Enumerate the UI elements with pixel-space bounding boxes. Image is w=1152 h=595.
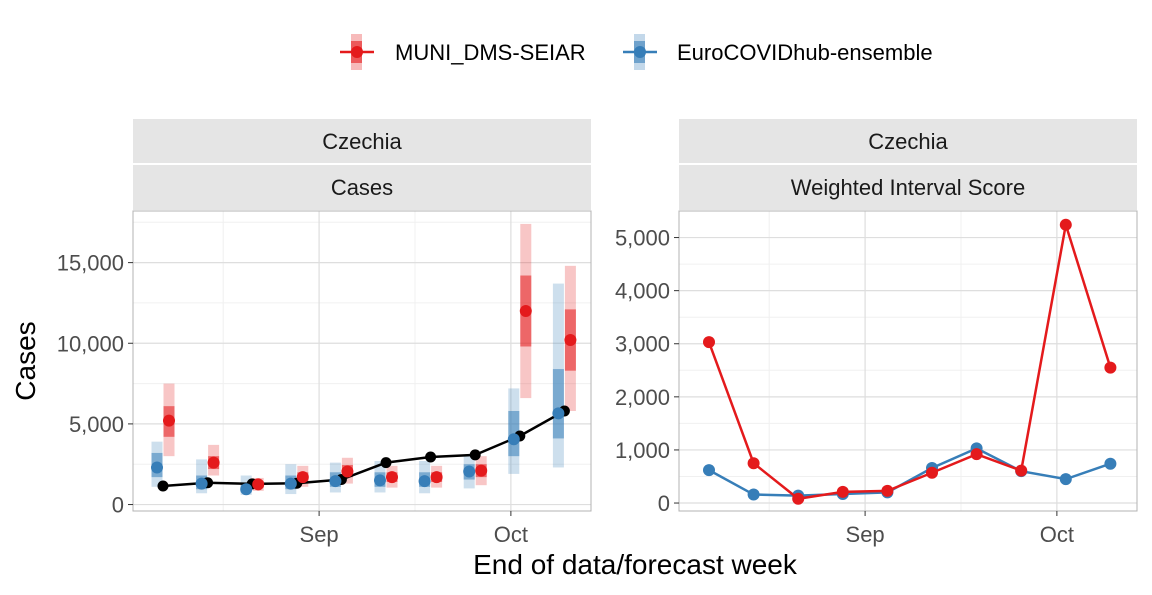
right-panel-strips: Czechia Weighted Interval Score: [679, 119, 1137, 210]
left-panel-cases: 0 5,000 10,000 15,000 Sep Oct: [57, 210, 592, 547]
left-strip-bottom: [133, 165, 591, 210]
score-point-muni: [747, 457, 760, 470]
left-strip-top-label: Czechia: [322, 129, 402, 154]
right-y-tick-label: 4,000: [615, 279, 670, 304]
right-y-tick-label: 5,000: [615, 226, 670, 251]
left-panel-strips: Czechia Cases: [133, 119, 591, 210]
right-y-axis: 0 1,000 2,000 3,000 4,000 5,000: [615, 226, 679, 516]
legend-key-point-muni: [351, 46, 363, 58]
right-panel-wis: 0 1,000 2,000 3,000 4,000 5,000 Sep Oct: [615, 210, 1138, 547]
score-point-ensemble: [747, 488, 760, 501]
left-y-tick-label: 0: [112, 493, 124, 518]
median-point-muni: [386, 471, 398, 484]
right-score-series: [703, 218, 1117, 505]
score-line-muni: [707, 224, 1112, 501]
median-point-ensemble: [284, 477, 297, 490]
median-point-muni: [252, 478, 265, 491]
left-y-tick-label: 10,000: [57, 331, 124, 356]
left-y-tick-label: 15,000: [57, 251, 124, 276]
right-x-tick-label: Oct: [1040, 522, 1074, 547]
median-point-muni: [341, 465, 354, 478]
legend: MUNI_DMS-SEIAR EuroCOVIDhub-ensemble: [340, 34, 933, 70]
median-point-ensemble: [240, 483, 253, 496]
score-line-ensemble: [708, 446, 1111, 497]
score-point-muni: [1015, 464, 1028, 477]
right-y-tick-label: 1,000: [615, 438, 670, 463]
median-point-muni: [519, 305, 532, 317]
left-x-tick-label: Oct: [494, 522, 528, 547]
legend-item-ensemble: EuroCOVIDhub-ensemble: [623, 34, 933, 70]
median-point-muni: [564, 334, 577, 347]
legend-item-muni: MUNI_DMS-SEIAR: [340, 34, 586, 70]
median-point-ensemble: [507, 433, 520, 446]
median-point-ensemble: [418, 475, 431, 488]
right-x-tick-label: Sep: [846, 522, 885, 547]
observed-point: [425, 451, 437, 463]
observed-point: [380, 457, 392, 469]
median-point-ensemble: [329, 475, 342, 488]
median-point-ensemble: [463, 465, 476, 478]
legend-key-point-ensemble: [634, 46, 646, 58]
observed-line: [162, 409, 566, 488]
median-point-muni: [296, 471, 309, 484]
right-y-tick-label: 2,000: [615, 385, 670, 410]
median-point-ensemble: [151, 461, 163, 474]
score-point-muni: [836, 485, 849, 498]
score-point-muni: [970, 448, 983, 461]
x-axis-title: End of data/forecast week: [473, 549, 798, 580]
observed-point: [469, 449, 481, 461]
left-forecast-medians: [151, 305, 577, 496]
median-point-muni: [430, 471, 443, 484]
score-point-muni: [881, 484, 894, 497]
score-point-muni: [703, 336, 715, 349]
score-point-muni: [792, 492, 805, 505]
left-strip-bottom-label: Cases: [331, 175, 393, 200]
median-point-ensemble: [552, 407, 565, 420]
median-point-ensemble: [374, 474, 386, 487]
score-point-muni: [1059, 218, 1072, 231]
right-gridlines: [679, 211, 1137, 511]
left-y-axis: 0 5,000 10,000 15,000: [57, 251, 133, 518]
median-point-muni: [163, 414, 175, 427]
left-x-axis: Sep Oct: [300, 511, 528, 547]
score-point-ensemble: [703, 464, 715, 477]
median-point-ensemble: [195, 477, 208, 490]
left-x-tick-label: Sep: [300, 522, 339, 547]
right-x-axis: Sep Oct: [846, 511, 1074, 547]
legend-label-muni: MUNI_DMS-SEIAR: [395, 40, 586, 65]
right-panel-border: [678, 210, 1138, 512]
right-strip-top-label: Czechia: [868, 129, 948, 154]
score-point-ensemble: [1059, 473, 1072, 486]
left-strip-top: [133, 119, 591, 163]
right-y-tick-label: 0: [658, 491, 670, 516]
score-point-muni: [926, 466, 938, 479]
median-point-muni: [207, 456, 220, 469]
right-plot-background: [679, 211, 1137, 511]
left-panel-border: [132, 210, 592, 512]
legend-label-ensemble: EuroCOVIDhub-ensemble: [677, 40, 933, 65]
left-y-tick-label: 5,000: [69, 412, 124, 437]
y-axis-title: Cases: [10, 321, 41, 400]
inner-interval-ensemble: [552, 369, 564, 439]
median-point-muni: [475, 464, 488, 477]
right-strip-top: [679, 119, 1137, 163]
right-strip-bottom-label: Weighted Interval Score: [791, 175, 1025, 200]
right-strip-bottom: [679, 165, 1137, 210]
observed-point: [157, 480, 169, 492]
right-y-tick-label: 3,000: [615, 332, 670, 357]
score-point-ensemble: [1104, 457, 1117, 470]
score-point-muni: [1104, 361, 1117, 374]
